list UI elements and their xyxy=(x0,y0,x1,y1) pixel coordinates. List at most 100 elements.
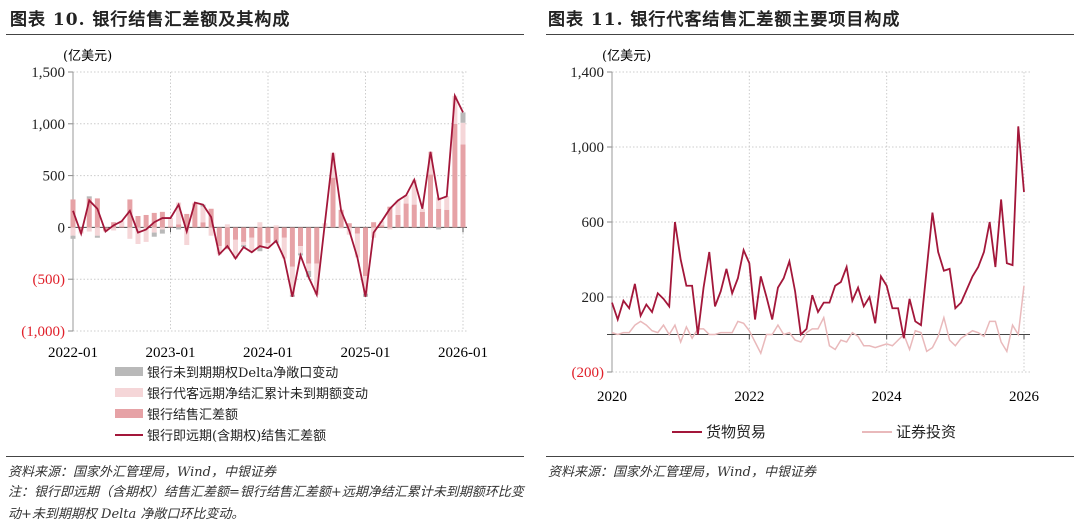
left-bar-forward-change xyxy=(379,221,385,226)
left-bar-forward-change xyxy=(176,202,182,225)
left-bar-spot-balance xyxy=(192,203,198,228)
legend-label: 银行即远期(含期权)结售汇差额 xyxy=(147,429,327,444)
legend-forward: 银行代客远期净结汇累计未到期额变动 xyxy=(115,383,368,402)
left-bar-forward-change xyxy=(135,227,141,244)
left-bar-spot-balance xyxy=(354,227,360,234)
left-y-tick-label: (1,000) xyxy=(21,324,65,340)
left-bar-spot-balance xyxy=(241,227,247,242)
left-bar-spot-balance xyxy=(387,206,393,228)
right-y-unit: (亿美元) xyxy=(602,49,651,64)
left-bar-spot-balance xyxy=(224,227,230,250)
left-bar-forward-change xyxy=(314,263,320,295)
left-bar-forward-change xyxy=(387,227,393,230)
left-y-tick-label: 500 xyxy=(43,169,66,185)
left-bar-delta-change xyxy=(151,232,157,237)
left-bar-delta-change xyxy=(257,248,263,252)
left-bar-spot-balance xyxy=(379,225,385,228)
right-y-tick-label: 1,400 xyxy=(570,65,604,81)
legend-swatch xyxy=(115,388,143,397)
left-bar-delta-change xyxy=(86,196,92,199)
left-bar-forward-change xyxy=(452,95,458,124)
left-bar-forward-change xyxy=(143,227,149,242)
left-bar-spot-balance xyxy=(403,203,409,228)
left-bar-spot-balance xyxy=(436,208,442,228)
left-bar-spot-balance xyxy=(168,226,173,228)
left-bar-forward-change xyxy=(363,276,368,294)
left-bar-spot-balance xyxy=(151,212,157,228)
left-bar-delta-change xyxy=(460,112,466,123)
left-bar-delta-change xyxy=(159,229,165,234)
left-bar-spot-balance xyxy=(200,222,206,228)
left-bar-forward-change xyxy=(208,227,214,236)
left-bar-forward-change xyxy=(241,241,247,246)
left-bar-forward-change xyxy=(306,263,312,271)
right-y-tick-label: (200) xyxy=(572,365,605,381)
left-bar-forward-change xyxy=(94,227,100,236)
left-bar-forward-change xyxy=(298,246,303,254)
left-bar-delta-change xyxy=(436,227,442,230)
left-chart-title: 图表 10. 银行结售汇差额及其构成 xyxy=(10,10,291,30)
left-bar-spot-balance xyxy=(78,227,84,230)
legend-swatch xyxy=(115,433,143,436)
left-bar-delta-change xyxy=(306,270,312,278)
left-bar-forward-change xyxy=(281,237,287,259)
right-y-tick-label: 600 xyxy=(582,215,605,231)
left-bar-forward-change xyxy=(444,196,450,210)
left-bar-delta-change xyxy=(176,227,182,230)
left-bar-forward-change xyxy=(395,200,401,215)
left-line-total-balance xyxy=(72,92,464,299)
left-bar-forward-change xyxy=(265,242,271,249)
left-bar-spot-balance xyxy=(419,211,425,228)
left-bar-forward-change xyxy=(249,237,255,253)
left-bar-spot-balance xyxy=(444,209,450,228)
left-bar-spot-balance xyxy=(330,177,336,228)
right-x-tick-label: 2022 xyxy=(734,389,764,405)
left-bar-forward-change xyxy=(224,224,230,228)
left-note: 注：银行即远期（含期权）结售汇差额=银行结售汇差额+远期净结汇累计未到期额环比变… xyxy=(8,485,524,522)
left-bar-spot-balance xyxy=(314,227,320,264)
right-y-tick-label: 1,000 xyxy=(570,140,604,156)
left-bar-forward-change xyxy=(289,266,295,295)
left-bar-spot-balance xyxy=(127,199,133,228)
left-x-tick-label: 2024-01 xyxy=(243,345,293,361)
left-bar-forward-change xyxy=(419,208,425,212)
left-bar-spot-balance xyxy=(289,227,295,267)
legend-label: 银行未到期期权Delta净敞口变动 xyxy=(147,366,339,381)
left-bar-spot-balance xyxy=(395,214,401,228)
legend-label: 银行结售汇差额 xyxy=(147,408,239,423)
left-bar-forward-change xyxy=(151,227,157,233)
left-bar-spot-balance xyxy=(371,222,377,228)
left-bar-delta-change xyxy=(94,235,100,238)
legend-swatch xyxy=(115,409,143,418)
left-bar-forward-change xyxy=(403,195,409,204)
left-title-rule xyxy=(6,34,524,35)
left-bar-spot-balance xyxy=(265,227,271,243)
left-bar-forward-change xyxy=(257,222,263,228)
left-bar-forward-change xyxy=(200,206,206,223)
right-line-securities xyxy=(611,285,1025,356)
legend-delta: 银行未到期期权Delta净敞口变动 xyxy=(115,362,338,381)
left-bar-spot-balance xyxy=(159,211,165,228)
left-bar-spot-balance xyxy=(257,227,263,249)
left-y-tick-label: 1,000 xyxy=(31,117,65,133)
legend-label: 货物贸易 xyxy=(706,423,767,441)
left-y-tick-label: 0 xyxy=(58,220,66,236)
left-bar-spot-balance xyxy=(452,123,458,228)
left-bar-spot-balance xyxy=(460,144,466,228)
left-bar-spot-balance xyxy=(94,198,100,228)
legend-label: 银行代客远期净结汇累计未到期额变动 xyxy=(147,387,369,402)
right-source: 资料来源：国家外汇管理局，Wind，中银证券 xyxy=(548,465,816,480)
right-y-tick-label: 200 xyxy=(582,290,605,306)
left-bar-forward-change xyxy=(330,152,336,178)
legend-goods-trade: 货物贸易 xyxy=(672,421,766,442)
legend-securities: 证券投资 xyxy=(862,421,956,442)
legend-swatch xyxy=(862,430,892,433)
legend-total: 银行即远期(含期权)结售汇差额 xyxy=(115,425,326,444)
left-y-tick-label: 1,500 xyxy=(31,65,65,81)
left-bar-spot-balance xyxy=(338,209,344,228)
left-bar-forward-change xyxy=(460,122,466,145)
left-bar-spot-balance xyxy=(135,216,141,228)
left-bar-forward-change xyxy=(86,227,92,232)
